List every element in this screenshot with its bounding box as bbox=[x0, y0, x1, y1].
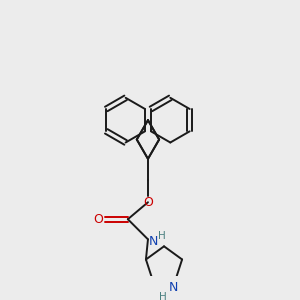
Text: H: H bbox=[159, 292, 167, 300]
Text: O: O bbox=[93, 213, 103, 226]
Text: H: H bbox=[158, 231, 166, 241]
Text: O: O bbox=[143, 196, 153, 209]
Text: N: N bbox=[148, 235, 158, 248]
Text: N: N bbox=[169, 281, 178, 294]
